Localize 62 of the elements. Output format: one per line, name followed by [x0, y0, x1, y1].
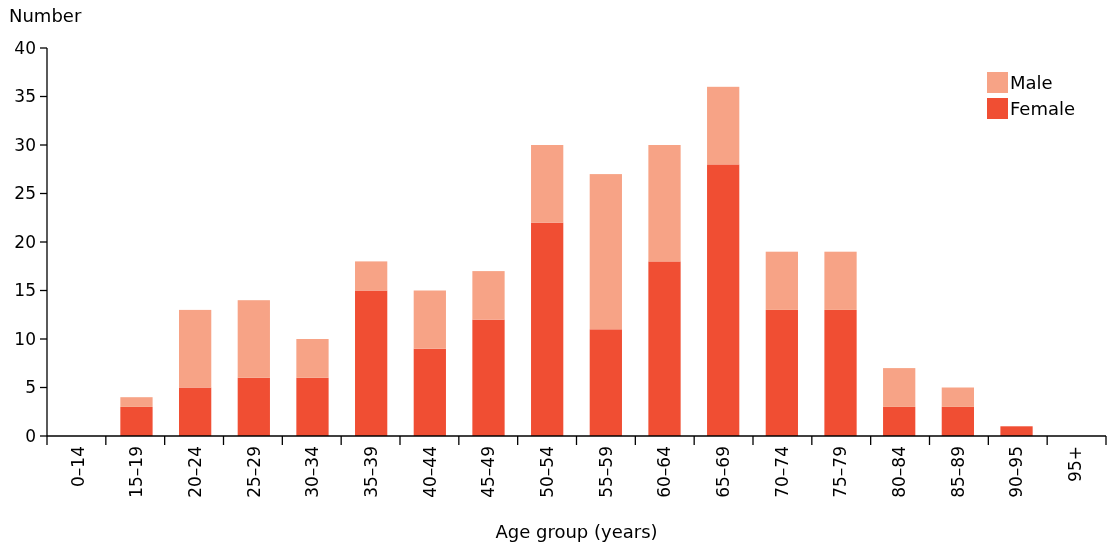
- legend-label: Female: [1010, 98, 1076, 120]
- bar: [237, 300, 270, 378]
- bar: [589, 329, 622, 436]
- x-tick-label: 45–49: [478, 446, 499, 498]
- bar: [355, 290, 388, 436]
- bar: [1000, 426, 1033, 436]
- y-axis-title: Number: [9, 5, 82, 26]
- bar: [179, 309, 212, 388]
- bar: [237, 377, 270, 436]
- bar: [531, 145, 564, 223]
- x-tick-label: 0–14: [67, 446, 88, 487]
- x-tick-label: 15–19: [126, 446, 147, 498]
- x-tick-label: 80–84: [889, 446, 910, 498]
- y-tick-label: 5: [25, 377, 36, 398]
- bar: [120, 397, 153, 407]
- legend-label: Male: [1010, 72, 1053, 94]
- bar: [120, 406, 153, 436]
- bar: [648, 145, 681, 262]
- bar: [179, 387, 212, 436]
- bar: [707, 86, 740, 165]
- bar: [941, 406, 974, 436]
- y-tick-label: 10: [14, 328, 36, 349]
- x-tick-label: 75–79: [830, 446, 851, 498]
- bar: [355, 261, 388, 291]
- x-tick-label: 50–54: [537, 446, 558, 498]
- bar: [472, 271, 505, 320]
- y-tick-label: 30: [14, 134, 36, 155]
- bar: [472, 319, 505, 436]
- bar: [707, 164, 740, 436]
- bar: [883, 368, 916, 407]
- bar: [589, 174, 622, 330]
- bar: [765, 251, 798, 310]
- x-axis-title: Age group (years): [495, 521, 658, 542]
- bar: [531, 222, 564, 436]
- x-tick-label: 40–44: [419, 446, 440, 498]
- y-tick-label: 20: [14, 231, 36, 252]
- x-tick-label: 35–39: [361, 446, 382, 498]
- bar: [941, 387, 974, 407]
- bar: [765, 309, 798, 436]
- bar: [648, 261, 681, 436]
- x-tick-label: 95+: [1065, 446, 1086, 482]
- bar: [883, 406, 916, 436]
- x-tick-label: 60–64: [654, 446, 675, 498]
- bar: [824, 251, 857, 310]
- y-tick-label: 25: [14, 183, 36, 204]
- y-tick-label: 35: [14, 86, 36, 107]
- bar: [413, 348, 446, 436]
- x-tick-label: 55–59: [595, 446, 616, 498]
- y-tick-label: 40: [14, 37, 36, 58]
- bar: [296, 377, 329, 436]
- y-tick-label: 15: [14, 280, 36, 301]
- bar: [296, 339, 329, 378]
- bar: [824, 309, 857, 436]
- bar: [413, 290, 446, 349]
- x-tick-label: 30–34: [302, 446, 323, 498]
- x-tick-label: 85–89: [947, 446, 968, 498]
- x-tick-label: 90–95: [1006, 446, 1027, 498]
- x-tick-label: 70–74: [771, 446, 792, 498]
- y-tick-label: 0: [25, 425, 36, 446]
- x-tick-label: 65–69: [713, 446, 734, 498]
- x-tick-label: 25–29: [243, 446, 264, 498]
- x-tick-label: 20–24: [185, 446, 206, 498]
